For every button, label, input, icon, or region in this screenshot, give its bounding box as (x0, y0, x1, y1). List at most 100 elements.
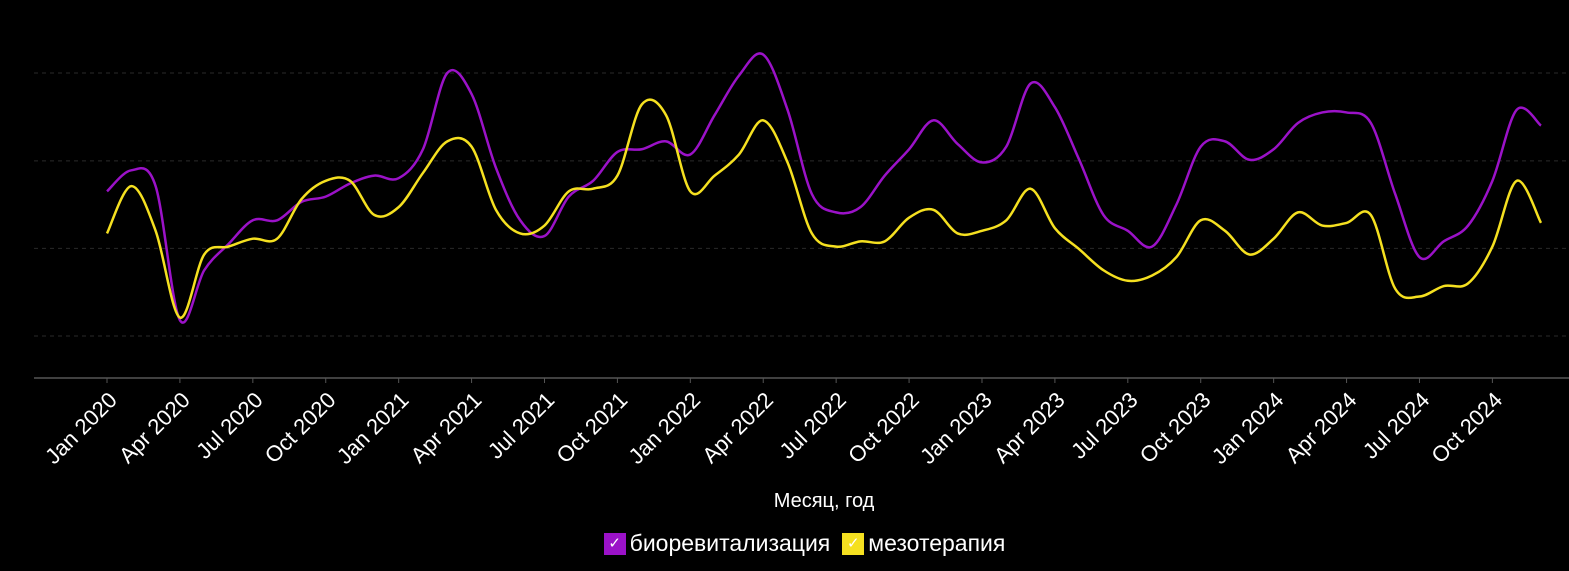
data-point[interactable]: мезотерапия: 2024-01 — 37 (1269, 234, 1279, 244)
data-point[interactable]: мезотерапия: 2023-03 — 56 (1026, 184, 1036, 194)
data-point[interactable]: мезотерапия: 2023-10 — 44 (1196, 215, 1206, 225)
data-point[interactable]: мезотерапия: 2021-01 — 49 (394, 202, 404, 212)
data-point[interactable]: биоревитализация: 2024-06 — 54 (1390, 189, 1400, 199)
data-point[interactable]: мезотерапия: 2023-11 — 40 (1220, 226, 1230, 236)
data-point[interactable]: мезотерапия: 2021-06 — 39 (515, 228, 525, 238)
data-point[interactable]: биоревитализация: 2021-01 — 60 (394, 173, 404, 183)
data-point[interactable]: биоревитализация: 2021-11 — 71 (637, 144, 647, 154)
data-point[interactable]: мезотерапия: 2021-10 — 61 (612, 171, 622, 181)
data-point[interactable]: мезотерапия: 2020-02 — 57 (126, 181, 136, 191)
data-point[interactable]: мезотерапия: 2022-11 — 48 (928, 205, 938, 215)
data-point[interactable]: мезотерапия: 2022-04 — 82 (758, 115, 768, 125)
data-point[interactable]: биоревитализация: 2021-10 — 70 (612, 147, 622, 157)
data-point[interactable]: биоревитализация: 2023-04 — 87 (1050, 102, 1060, 112)
data-point[interactable]: мезотерапия: 2024-11 — 59 (1512, 176, 1522, 186)
data-point[interactable]: биоревитализация: 2022-02 — 84 (710, 110, 720, 120)
data-point[interactable]: биоревитализация: 2024-11 — 86 (1512, 105, 1522, 115)
data-point[interactable]: биоревитализация: 2021-12 — 74 (661, 136, 671, 146)
data-point[interactable]: мезотерапия: 2022-09 — 36 (880, 236, 890, 246)
data-point[interactable]: биоревитализация: 2024-10 — 59 (1487, 176, 1497, 186)
data-point[interactable]: мезотерапия: 2020-01 — 39 (102, 228, 112, 238)
data-point[interactable]: биоревитализация: 2020-02 — 63 (126, 165, 136, 175)
data-point[interactable]: мезотерапия: 2023-07 — 21 (1123, 276, 1133, 286)
data-point[interactable]: мезотерапия: 2024-04 — 43 (1342, 218, 1352, 228)
data-point[interactable]: биоревитализация: 2021-03 — 100 (442, 68, 452, 78)
data-point[interactable]: мезотерапия: 2020-05 — 31 (199, 249, 209, 259)
data-point[interactable]: мезотерапия: 2020-06 — 34 (224, 242, 234, 252)
data-point[interactable]: мезотерапия: 2021-05 — 48 (491, 205, 501, 215)
data-point[interactable]: мезотерапия: 2020-12 — 46 (369, 210, 379, 220)
data-point[interactable]: биоревитализация: 2020-08 — 44 (272, 215, 282, 225)
legend-item-biorevitalization[interactable]: ✓ биоревитализация (603, 530, 830, 557)
data-point[interactable]: биоревитализация: 2022-01 — 69 (685, 150, 695, 160)
data-point[interactable]: биоревитализация: 2024-02 — 81 (1293, 118, 1303, 128)
data-point[interactable]: биоревитализация: 2020-05 — 25 (199, 265, 209, 275)
data-point[interactable]: мезотерапия: 2020-11 — 59 (345, 176, 355, 186)
data-point[interactable]: мезотерапия: 2024-02 — 47 (1293, 207, 1303, 217)
data-point[interactable]: мезотерапия: 2024-10 — 34 (1487, 242, 1497, 252)
data-point[interactable]: мезотерапия: 2022-01 — 55 (685, 186, 695, 196)
data-point[interactable]: биоревитализация: 2021-07 — 38 (539, 231, 549, 241)
data-point[interactable]: биоревитализация: 2023-03 — 96 (1026, 79, 1036, 89)
data-point[interactable]: мезотерапия: 2022-05 — 66 (783, 157, 793, 167)
data-point[interactable]: биоревитализация: 2022-09 — 61 (880, 171, 890, 181)
data-point[interactable]: мезотерапия: 2021-12 — 84 (661, 110, 671, 120)
data-point[interactable]: мезотерапия: 2020-04 — 7 (175, 313, 185, 323)
data-point[interactable]: мезотерапия: 2022-08 — 36 (855, 236, 865, 246)
data-point[interactable]: мезотерапия: 2020-10 — 59 (321, 176, 331, 186)
data-point[interactable]: биоревитализация: 2020-03 — 57 (151, 181, 161, 191)
data-point[interactable]: биоревитализация: 2023-10 — 72 (1196, 142, 1206, 152)
data-point[interactable]: биоревитализация: 2024-12 — 80 (1536, 121, 1546, 131)
data-point[interactable]: мезотерапия: 2024-03 — 42 (1317, 221, 1327, 231)
data-point[interactable]: биоревитализация: 2024-04 — 85 (1342, 107, 1352, 117)
data-point[interactable]: мезотерапия: 2021-04 — 72 (467, 142, 477, 152)
data-point[interactable]: мезотерапия: 2020-07 — 37 (248, 234, 258, 244)
data-point[interactable]: мезотерапия: 2021-08 — 55 (564, 186, 574, 196)
data-point[interactable]: биоревитализация: 2023-07 — 40 (1123, 226, 1133, 236)
data-point[interactable]: мезотерапия: 2020-03 — 40 (151, 226, 161, 236)
data-point[interactable]: мезотерапия: 2024-07 — 15 (1414, 292, 1424, 302)
data-point[interactable]: мезотерапия: 2023-05 — 33 (1074, 244, 1084, 254)
data-point[interactable]: мезотерапия: 2021-03 — 74 (442, 136, 452, 146)
series-line-mesotherapy[interactable] (105, 98, 1543, 319)
data-point[interactable]: мезотерапия: 2024-05 — 46 (1366, 210, 1376, 220)
data-point[interactable]: биоревитализация: 2022-12 — 73 (953, 139, 963, 149)
data-point[interactable]: мезотерапия: 2022-07 — 34 (831, 242, 841, 252)
data-point[interactable]: мезотерапия: 2023-04 — 41 (1050, 223, 1060, 233)
data-point[interactable]: мезотерапия: 2021-02 — 62 (418, 168, 428, 178)
data-point[interactable]: биоревитализация: 2021-02 — 71 (418, 144, 428, 154)
data-point[interactable]: биоревитализация: 2022-06 — 54 (807, 189, 817, 199)
data-point[interactable]: биоревитализация: 2021-06 — 44 (515, 215, 525, 225)
data-point[interactable]: биоревитализация: 2022-04 — 107 (758, 50, 768, 60)
data-point[interactable]: биоревитализация: 2020-10 — 53 (321, 192, 331, 202)
data-point[interactable]: биоревитализация: 2023-09 — 50 (1171, 200, 1181, 210)
data-point[interactable]: мезотерапия: 2021-11 — 88 (637, 100, 647, 110)
data-point[interactable]: биоревитализация: 2020-07 — 44 (248, 215, 258, 225)
data-point[interactable]: биоревитализация: 2024-09 — 42 (1463, 221, 1473, 231)
data-point[interactable]: биоревитализация: 2022-10 — 71 (904, 144, 914, 154)
data-point[interactable]: биоревитализация: 2023-01 — 66 (977, 157, 987, 167)
data-point[interactable]: биоревитализация: 2024-05 — 81 (1366, 118, 1376, 128)
data-point[interactable]: биоревитализация: 2023-06 — 46 (1099, 210, 1109, 220)
data-point[interactable]: мезотерапия: 2023-09 — 30 (1171, 252, 1181, 262)
data-point[interactable]: биоревитализация: 2021-04 — 92 (467, 89, 477, 99)
data-point[interactable]: мезотерапия: 2022-10 — 45 (904, 213, 914, 223)
data-point[interactable]: биоревитализация: 2024-07 — 30 (1414, 252, 1424, 262)
legend-checkbox-icon[interactable]: ✓ (842, 532, 865, 555)
series-line-biorevitalization[interactable] (106, 52, 1542, 324)
data-point[interactable]: мезотерапия: 2021-09 — 56 (588, 184, 598, 194)
data-point[interactable]: биоревитализация: 2023-08 — 34 (1147, 242, 1157, 252)
data-point[interactable]: биоревитализация: 2022-05 — 86 (783, 105, 793, 115)
data-point[interactable]: биоревитализация: 2021-05 — 64 (491, 163, 501, 173)
data-point[interactable]: биоревитализация: 2022-08 — 49 (855, 202, 865, 212)
data-point[interactable]: мезотерапия: 2022-12 — 39 (953, 228, 963, 238)
data-point[interactable]: биоревитализация: 2023-02 — 72 (1001, 142, 1011, 152)
data-point[interactable]: биоревитализация: 2022-11 — 82 (928, 115, 938, 125)
data-point[interactable]: мезотерапия: 2023-12 — 31 (1244, 249, 1254, 259)
data-point[interactable]: мезотерапия: 2022-03 — 69 (734, 150, 744, 160)
data-point[interactable]: биоревитализация: 2023-05 — 67 (1074, 155, 1084, 165)
data-point[interactable]: биоревитализация: 2023-12 — 67 (1244, 155, 1254, 165)
data-point[interactable]: мезотерапия: 2021-07 — 42 (539, 221, 549, 231)
data-point[interactable]: мезотерапия: 2023-01 — 40 (977, 226, 987, 236)
data-point[interactable]: мезотерапия: 2023-02 — 44 (1001, 215, 1011, 225)
